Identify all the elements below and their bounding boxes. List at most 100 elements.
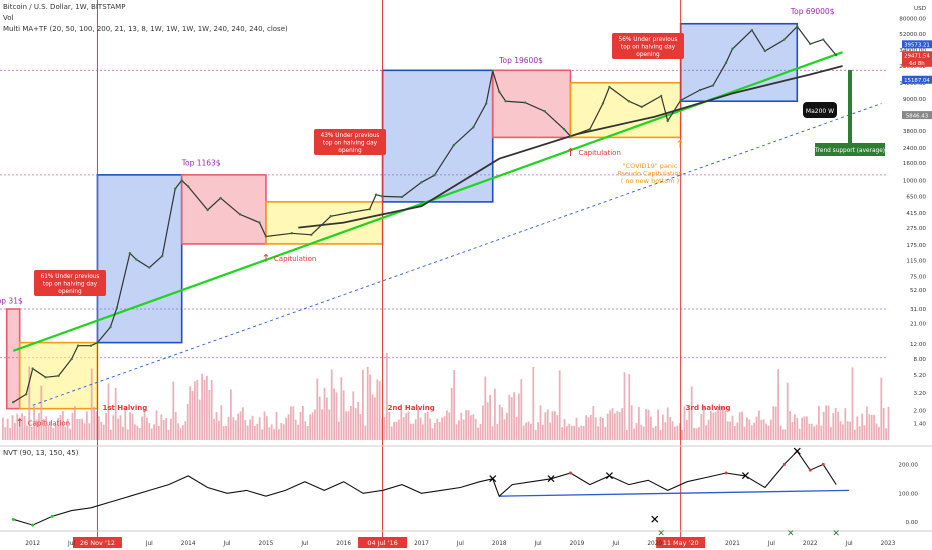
- volume-bar: [813, 426, 815, 440]
- volume-bar: [107, 383, 110, 440]
- volume-bar: [522, 425, 525, 440]
- volume-bar: [186, 403, 189, 440]
- volume-bar: [162, 419, 165, 440]
- volume-bar: [506, 412, 508, 440]
- volume-bar: [489, 394, 491, 440]
- blue-zone: [96, 174, 183, 344]
- volume-bar: [573, 425, 575, 440]
- volume-bar: [383, 417, 386, 440]
- chart-title: Bitcoin / U.S. Dollar, 1W, BITSTAMP: [3, 3, 126, 11]
- price-point: [472, 126, 475, 129]
- volume-bar: [16, 413, 19, 440]
- volume-bar: [554, 411, 556, 440]
- price-point: [76, 344, 80, 347]
- callout-43pct: top on halving day: [323, 141, 378, 147]
- volume-bar: [263, 411, 266, 440]
- volume-bar: [206, 375, 208, 440]
- x-tick-label: Jul: [767, 541, 775, 547]
- price-point: [206, 208, 209, 212]
- volume-bar: [419, 417, 422, 440]
- price-point: [666, 119, 669, 123]
- callout-61pct: top on halving day: [43, 282, 98, 288]
- volume-bar: [191, 391, 194, 440]
- volume-bar: [628, 374, 631, 440]
- volume-bar: [117, 418, 119, 440]
- volume-bar: [364, 425, 367, 440]
- price-point: [562, 127, 566, 131]
- volume-bar: [45, 416, 47, 440]
- volume-bar: [268, 427, 271, 440]
- volume-bar: [422, 424, 424, 440]
- capitulation-label: Capitulation: [28, 419, 70, 427]
- volume-bar: [707, 419, 710, 440]
- volume-bar: [585, 415, 587, 440]
- volume-bar: [311, 412, 314, 440]
- volume-bar: [21, 413, 23, 440]
- price-line: [12, 25, 837, 403]
- volume-bar: [136, 425, 139, 440]
- volume-bar: [102, 424, 105, 440]
- volume-bar: [496, 424, 499, 440]
- volume-bar: [654, 425, 657, 440]
- nvt-sell-marker: ✕: [546, 472, 556, 486]
- halving-lines: 1st Halving 26 Nov '12 2nd Halving 04 Jul '…: [72, 0, 730, 548]
- volume-bar: [441, 417, 443, 440]
- volume-bar: [244, 420, 247, 440]
- nvt-high-point: [795, 449, 799, 453]
- blue-zone: [381, 69, 494, 203]
- volume-bar: [76, 419, 79, 440]
- volume-bar: [455, 424, 458, 440]
- volume-bar: [808, 423, 811, 440]
- price-point: [750, 28, 754, 32]
- x-tick-label: 2018: [492, 541, 507, 547]
- price-point: [57, 374, 60, 378]
- nvt-high-point: [568, 471, 572, 475]
- volume-bar: [270, 424, 273, 440]
- volume-bar: [868, 414, 871, 440]
- volume-bar: [753, 422, 755, 440]
- volume-bar: [141, 416, 143, 440]
- volume-bar: [18, 417, 21, 440]
- volume-bar: [736, 422, 739, 440]
- price-point: [374, 193, 378, 196]
- volume-bar: [323, 387, 326, 440]
- ma200-callout: Ma200 W: [806, 108, 834, 115]
- price-point: [44, 376, 47, 379]
- volume-bar: [734, 426, 736, 440]
- y-tick-label: 31.00: [910, 307, 926, 313]
- price-point: [569, 135, 572, 138]
- volume-bar: [282, 424, 285, 440]
- volume-bar: [705, 425, 707, 440]
- y-tick-label: 3.20: [914, 391, 927, 397]
- volume-bar: [635, 423, 638, 440]
- price-point: [348, 211, 352, 214]
- volume-bar: [676, 425, 679, 440]
- volume-bar: [710, 410, 712, 440]
- volume-bar: [182, 425, 184, 440]
- capitulation-arrow: ↑: [15, 416, 24, 429]
- volume-bar: [844, 408, 847, 440]
- volume-bar: [114, 387, 117, 440]
- nvt-buy-marker: ✕: [657, 529, 665, 539]
- red-zone: [180, 174, 267, 245]
- volume-bar: [786, 382, 789, 440]
- callout-56pct: opening: [636, 52, 660, 58]
- volume-bar: [69, 428, 71, 440]
- price-point: [180, 179, 183, 182]
- volume-bar: [592, 406, 595, 440]
- price-point: [310, 233, 313, 237]
- volume-bar: [105, 412, 107, 440]
- nvt-low-point: [31, 523, 35, 527]
- price-point: [679, 99, 682, 102]
- volume-bar: [755, 416, 758, 440]
- volume-bar: [258, 417, 261, 440]
- price-point: [640, 105, 643, 109]
- volume-bar: [402, 417, 405, 440]
- volume-bar: [594, 417, 597, 440]
- y-tick-label: 80000.00: [899, 16, 926, 22]
- price-point: [452, 143, 456, 147]
- nvt-high-point: [808, 468, 812, 472]
- y-tick-label: 1000.00: [903, 178, 927, 184]
- volume-bar: [714, 411, 717, 440]
- nvt-sell-marker: ✕: [792, 444, 802, 458]
